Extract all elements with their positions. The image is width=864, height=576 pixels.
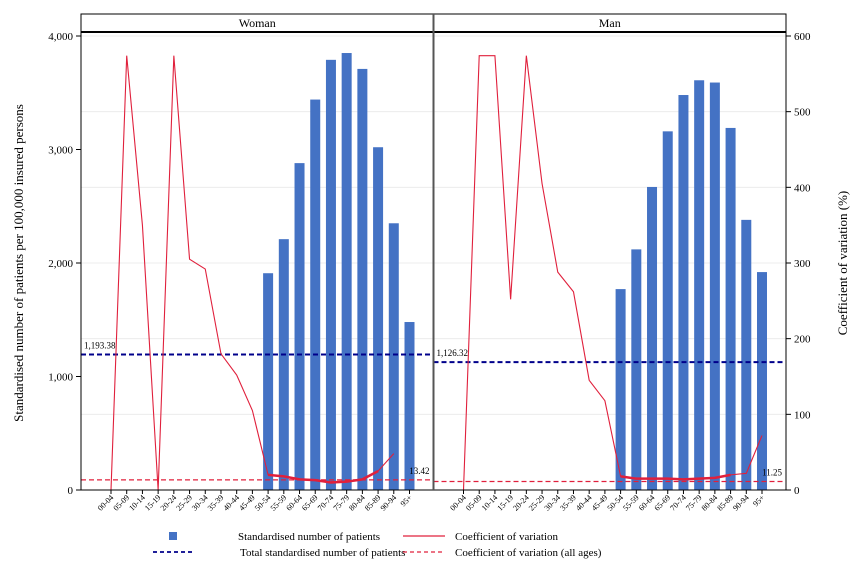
panel-title: Man bbox=[599, 16, 621, 30]
x-tick-label: 65-69 bbox=[300, 493, 320, 513]
bar bbox=[294, 163, 305, 490]
bar bbox=[647, 186, 658, 490]
bar bbox=[404, 322, 415, 490]
y-right-tick-label: 100 bbox=[794, 409, 811, 421]
x-tick-label: 40-44 bbox=[574, 493, 594, 513]
x-tick-label: 25-29 bbox=[527, 493, 547, 513]
x-tick-label: 10-14 bbox=[480, 493, 500, 513]
total-label: 1,126.32 bbox=[437, 348, 469, 358]
x-tick-label: 10-14 bbox=[127, 493, 147, 513]
x-tick-label: 20-24 bbox=[511, 493, 531, 513]
axes: 0 1,000 2,000 3,000 4,000 0 100 200 300 400 500 600… bbox=[11, 14, 850, 497]
x-tick-label: 85-89 bbox=[363, 493, 383, 513]
x-tick-label: 80-84 bbox=[347, 493, 367, 513]
bar bbox=[388, 223, 399, 490]
x-tick-label: 50-54 bbox=[253, 493, 273, 513]
x-tick-label: 95+ bbox=[751, 493, 767, 509]
cv-line-emphasis bbox=[267, 469, 379, 484]
x-tick-label: 15-19 bbox=[495, 493, 515, 513]
panel-man: Man 1,126.32 11.25 00-0405-0910-1415-1920-2… bbox=[433, 13, 787, 513]
x-tick-label: 00-04 bbox=[448, 493, 468, 513]
x-tick-label: 90-94 bbox=[379, 493, 399, 513]
bar bbox=[357, 68, 368, 490]
legend-item: Standardised number of patients bbox=[169, 531, 380, 543]
cv-all-label: 11.25 bbox=[762, 467, 782, 477]
legend-swatch-bar bbox=[169, 532, 177, 540]
x-tick-label: 80-84 bbox=[700, 493, 720, 513]
x-tick-label: 25-29 bbox=[174, 493, 194, 513]
bar bbox=[757, 272, 767, 490]
x-tick-label: 30-34 bbox=[190, 493, 210, 513]
y-left-axis-title: Standardised number of patients per 100,… bbox=[11, 104, 26, 422]
x-tick-label: 45-49 bbox=[237, 493, 257, 513]
x-tick-label: 35-39 bbox=[558, 493, 578, 513]
y-right-axis-title: Coefficient of variation (%) bbox=[835, 191, 850, 336]
x-tick-label: 95+ bbox=[399, 493, 415, 509]
bar bbox=[310, 99, 321, 490]
x-tick-label: 55-59 bbox=[269, 493, 289, 513]
y-right-tick-label: 400 bbox=[794, 182, 811, 194]
y-left-tick-label: 2,000 bbox=[48, 258, 73, 270]
x-tick-label: 90-94 bbox=[731, 493, 751, 513]
y-right-tick-label: 0 bbox=[794, 485, 800, 497]
x-tick-label: 70-74 bbox=[316, 493, 336, 513]
y-left-tick-label: 3,000 bbox=[48, 145, 73, 157]
x-tick-label: 55-59 bbox=[621, 493, 641, 513]
x-tick-label: 60-64 bbox=[284, 493, 304, 513]
x-tick-label: 50-54 bbox=[605, 493, 625, 513]
legend-item: Total standardised number of patients bbox=[153, 547, 405, 559]
panel-title: Woman bbox=[239, 16, 276, 30]
legend-label: Total standardised number of patients bbox=[240, 547, 405, 559]
legend: Standardised number of patients Coefficie… bbox=[153, 531, 602, 559]
x-tick-label: 00-04 bbox=[96, 493, 116, 513]
y-left-tick-label: 4,000 bbox=[48, 31, 73, 43]
bar bbox=[694, 80, 705, 490]
bar bbox=[278, 239, 289, 490]
bar bbox=[341, 53, 352, 491]
bar bbox=[678, 95, 689, 491]
bar bbox=[741, 219, 752, 490]
x-tick-label: 75-79 bbox=[684, 493, 704, 513]
cv-line-emphasis bbox=[620, 473, 731, 481]
cv-all-label: 13.42 bbox=[409, 466, 429, 476]
y-right-tick-label: 300 bbox=[794, 258, 811, 270]
legend-item: Coefficient of variation bbox=[403, 531, 559, 543]
x-tick-label: 15-19 bbox=[143, 493, 163, 513]
y-right-tick-label: 500 bbox=[794, 107, 811, 119]
legend-label: Coefficient of variation (all ages) bbox=[455, 547, 602, 559]
x-tick-label: 35-39 bbox=[206, 493, 226, 513]
legend-item: Coefficient of variation (all ages) bbox=[403, 547, 602, 559]
legend-label: Coefficient of variation bbox=[455, 531, 559, 543]
x-tick-label: 70-74 bbox=[668, 493, 688, 513]
x-tick-label: 60-64 bbox=[637, 493, 657, 513]
x-tick-label: 05-09 bbox=[464, 493, 484, 513]
bar bbox=[662, 131, 673, 490]
bar bbox=[725, 127, 736, 490]
bar bbox=[263, 273, 274, 490]
panel-woman: Woman 1,193.38 13.42 00-0405-0910-1415-1920… bbox=[80, 13, 434, 513]
x-tick-label: 40-44 bbox=[222, 493, 242, 513]
y-right-tick-label: 200 bbox=[794, 334, 811, 346]
y-left-tick-label: 0 bbox=[68, 485, 74, 497]
x-tick-label: 05-09 bbox=[112, 493, 132, 513]
x-tick-label: 20-24 bbox=[159, 493, 179, 513]
bar bbox=[373, 147, 384, 491]
x-tick-label: 45-49 bbox=[590, 493, 610, 513]
y-right-tick-label: 600 bbox=[794, 31, 811, 43]
x-tick-label: 65-69 bbox=[653, 493, 673, 513]
bar bbox=[709, 82, 720, 490]
legend-label: Standardised number of patients bbox=[238, 531, 380, 543]
bar bbox=[325, 59, 336, 491]
y-left-tick-label: 1,000 bbox=[48, 372, 73, 384]
bar bbox=[631, 249, 642, 490]
bar bbox=[615, 289, 626, 490]
x-tick-label: 30-34 bbox=[543, 493, 563, 513]
x-tick-label: 85-89 bbox=[715, 493, 735, 513]
total-label: 1,193.38 bbox=[84, 341, 116, 351]
x-tick-label: 75-79 bbox=[332, 493, 352, 513]
